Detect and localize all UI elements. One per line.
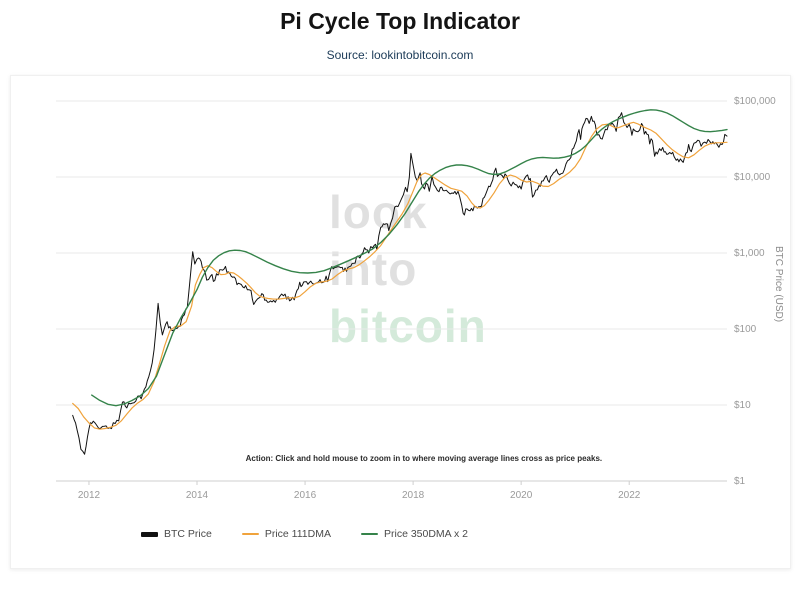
legend-swatch: [241, 533, 259, 535]
legend-item-price-350dma-x-2[interactable]: Price 350DMA x 2: [360, 528, 469, 540]
price-111dma-line: [72, 121, 728, 430]
legend-label: BTC Price: [164, 528, 212, 540]
x-tick-label: 2022: [618, 490, 641, 501]
price-350dma-x-2-line: [90, 109, 728, 407]
legend-label: Price 350DMA x 2: [383, 528, 469, 540]
x-tick-label: 2016: [294, 490, 317, 501]
page-title: Pi Cycle Top Indicator: [280, 8, 520, 34]
y-tick-label: $1,000: [734, 248, 765, 259]
x-tick-label: 2014: [186, 490, 209, 501]
y-tick-label: $10,000: [734, 172, 771, 183]
legend-label: Price 111DMA: [264, 528, 331, 540]
legend-item-btc-price[interactable]: BTC Price: [141, 528, 212, 540]
legend-item-price-111dma[interactable]: Price 111DMA: [241, 528, 331, 540]
action-note: Action: Click and hold mouse to zoom in …: [245, 454, 603, 463]
legend-swatch: [141, 531, 158, 537]
source-link[interactable]: Source: lookintobitcoin.com: [326, 48, 474, 62]
y-tick-label: $100,000: [734, 96, 776, 107]
btc-price-line: [72, 112, 728, 455]
y-axis-title: BTC Price (USD): [773, 246, 784, 323]
y-tick-label: $100: [734, 324, 757, 335]
legend-swatch: [360, 533, 378, 535]
chart-card: look into bitcoin $1 $10 $100 $1,000 $10,000…: [10, 75, 791, 569]
y-tick-label: $10: [734, 400, 751, 411]
x-tick-label: 2020: [510, 490, 533, 501]
legend: BTC Price Price 111DMA Price 350DMA x 2: [141, 528, 468, 540]
x-tick-label: 2012: [78, 490, 101, 501]
x-tick-label: 2018: [402, 490, 425, 501]
price-chart[interactable]: $1 $10 $100 $1,000 $10,000 $100,000 2012 2014 20…: [11, 76, 790, 521]
y-tick-label: $1: [734, 476, 746, 487]
